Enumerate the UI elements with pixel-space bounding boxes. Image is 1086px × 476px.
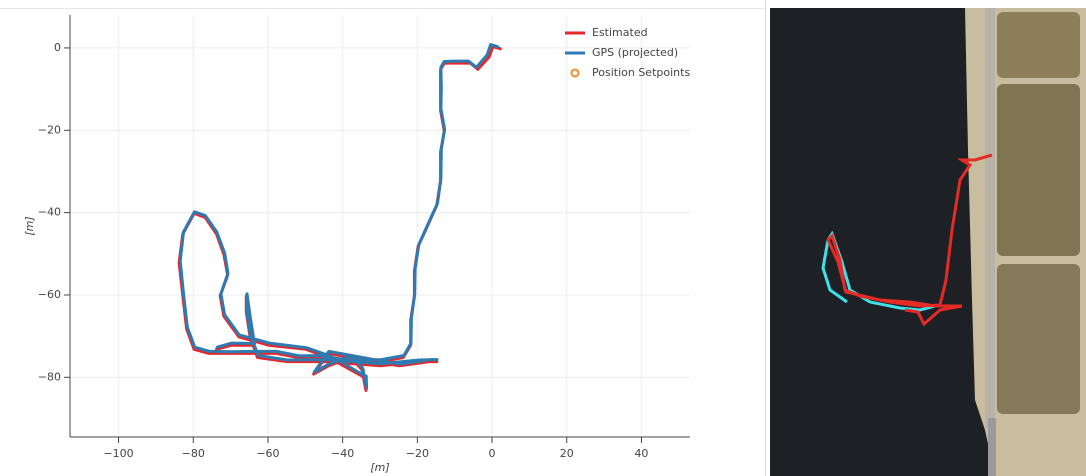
pier <box>988 418 996 476</box>
y-tick-label: 0 <box>54 41 61 54</box>
y-tick-label: −20 <box>38 123 61 136</box>
x-tick-label: −100 <box>103 447 133 460</box>
x-tick-label: −80 <box>182 447 205 460</box>
y-axis-label: [m] <box>23 216 36 235</box>
x-tick-label: −20 <box>406 447 429 460</box>
x-tick-label: 20 <box>560 447 574 460</box>
legend-label: Estimated <box>592 26 648 39</box>
screenshot: −100 −80 −60 −40 −20 0 20 40 0 −20 −40 −60 −80 Estima… <box>0 0 1086 476</box>
y-tick-label: −80 <box>38 370 61 383</box>
page: {"chart_data": {"type": "line", "xlabel"… <box>0 0 1086 476</box>
x-axis-label: [m] <box>370 461 389 474</box>
legend-label: GPS (projected) <box>592 46 678 59</box>
satellite-map <box>770 8 1086 476</box>
legend-label: Position Setpoints <box>592 66 690 79</box>
field <box>997 12 1080 78</box>
field <box>997 264 1080 414</box>
road <box>985 8 995 428</box>
field <box>997 84 1080 256</box>
x-tick-label: −40 <box>331 447 354 460</box>
x-tick-label: −60 <box>256 447 279 460</box>
x-tick-label: 40 <box>634 447 648 460</box>
x-tick-label: 0 <box>489 447 496 460</box>
y-tick-label: −40 <box>38 206 61 219</box>
y-tick-label: −60 <box>38 288 61 301</box>
